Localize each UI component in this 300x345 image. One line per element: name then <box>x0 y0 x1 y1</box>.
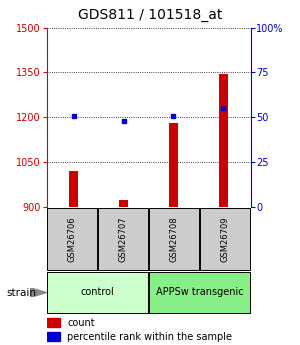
Text: APPSw transgenic: APPSw transgenic <box>156 287 243 297</box>
Text: GSM26708: GSM26708 <box>169 216 178 262</box>
Bar <box>69 170 78 207</box>
Bar <box>47 208 97 270</box>
Bar <box>119 200 128 207</box>
Text: percentile rank within the sample: percentile rank within the sample <box>68 332 232 342</box>
Text: strain: strain <box>6 288 36 297</box>
Polygon shape <box>30 288 46 297</box>
Bar <box>98 208 148 270</box>
Bar <box>169 123 178 207</box>
Text: GSM26709: GSM26709 <box>220 216 230 262</box>
Bar <box>47 272 148 313</box>
Text: GSM26707: GSM26707 <box>118 216 127 262</box>
Bar <box>219 74 228 207</box>
Text: count: count <box>68 318 95 328</box>
Text: GSM26706: GSM26706 <box>68 216 76 262</box>
Bar <box>200 208 250 270</box>
Text: control: control <box>81 287 114 297</box>
Bar <box>46 318 60 327</box>
Bar <box>149 272 250 313</box>
Bar <box>46 332 60 341</box>
Bar <box>149 208 199 270</box>
Text: GDS811 / 101518_at: GDS811 / 101518_at <box>78 8 222 22</box>
